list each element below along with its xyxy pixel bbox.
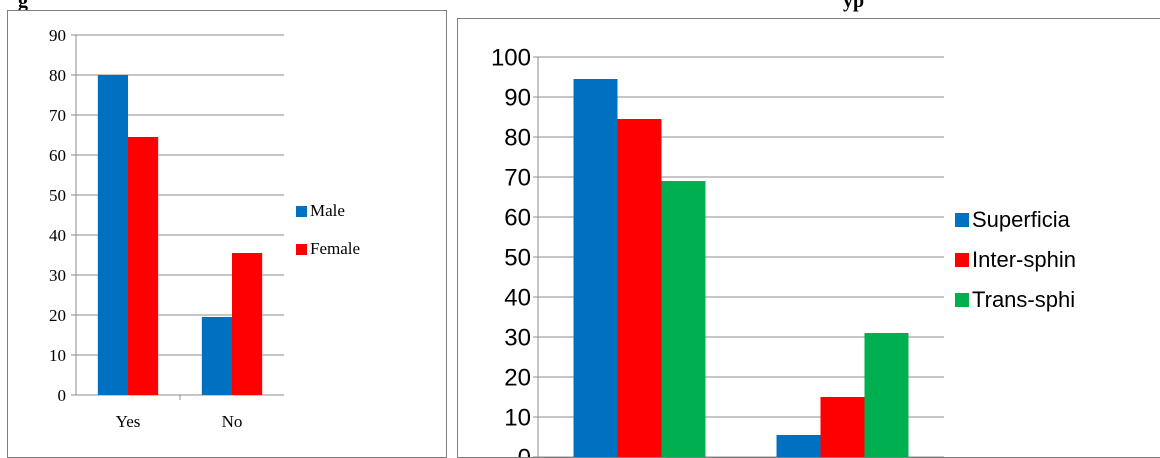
legend-label: Female	[310, 239, 361, 258]
y-tick-label: 0	[518, 444, 531, 457]
legend-item: Female	[296, 239, 360, 259]
y-tick-label: 40	[49, 226, 66, 245]
caption-fragment-right: yp	[843, 0, 865, 12]
y-tick-label: 90	[49, 26, 66, 45]
legend-label: Trans-sphi	[972, 287, 1076, 312]
caption-fragment-left: g	[18, 0, 28, 12]
y-tick-label: 80	[504, 124, 531, 151]
chart-panel-left: 0 10 20 30 40 50 60 70 80 90 Yes No Male Female	[7, 10, 447, 458]
x-tick-label: Yes	[116, 412, 141, 431]
bar-female	[128, 137, 159, 395]
y-tick-label: 30	[504, 324, 531, 351]
legend-item: Male	[296, 201, 345, 221]
y-tick-label: 90	[504, 84, 531, 111]
legend-swatch	[296, 205, 307, 217]
legend-swatch	[955, 293, 969, 307]
y-tick-label: 50	[504, 244, 531, 271]
x-tick-label: No	[222, 412, 243, 431]
y-tick-label: 70	[49, 106, 66, 125]
bar-trans-sphi	[661, 181, 706, 457]
bar-chart-right: 0 10 20 30 40 50 60 70 80 90 100	[491, 44, 944, 457]
y-tick-label: 10	[504, 404, 531, 431]
y-tick-label: 0	[58, 386, 67, 405]
y-tick-label: 20	[504, 364, 531, 391]
legend-item: Superficia	[955, 207, 1070, 233]
bar-female	[232, 253, 263, 395]
y-tick-label: 80	[49, 66, 66, 85]
legend-label: Superficia	[972, 207, 1070, 232]
y-tick-label: 70	[504, 164, 531, 191]
y-tick-label: 60	[504, 204, 531, 231]
bar-male	[201, 317, 232, 395]
legend-label: Male	[310, 201, 345, 220]
legend-swatch	[955, 213, 969, 227]
legend-swatch	[955, 253, 969, 267]
legend-item: Trans-sphi	[955, 287, 1075, 313]
legend-label: Inter-sphin	[972, 247, 1076, 272]
y-tick-label: 50	[49, 186, 66, 205]
y-tick-label: 60	[49, 146, 66, 165]
y-tick-label: 20	[49, 306, 66, 325]
y-tick-label: 30	[49, 266, 66, 285]
legend-swatch	[296, 243, 307, 255]
bar-superficia	[573, 79, 618, 457]
y-tick-label: 10	[49, 346, 66, 365]
y-tick-label: 40	[504, 284, 531, 311]
chart-panel-right: 0 10 20 30 40 50 60 70 80 90 100 Superficia Inter-s…	[457, 18, 1160, 458]
bar-male	[97, 75, 128, 395]
bar-trans-sphi	[864, 333, 909, 457]
bar-inter-sphin	[617, 119, 662, 457]
y-tick-label: 100	[491, 44, 531, 71]
bar-inter-sphin	[820, 397, 865, 457]
bar-chart-left: 0 10 20 30 40 50 60 70 80 90 Yes No	[49, 26, 284, 431]
bar-superficia	[776, 435, 821, 457]
legend-item: Inter-sphin	[955, 247, 1076, 273]
